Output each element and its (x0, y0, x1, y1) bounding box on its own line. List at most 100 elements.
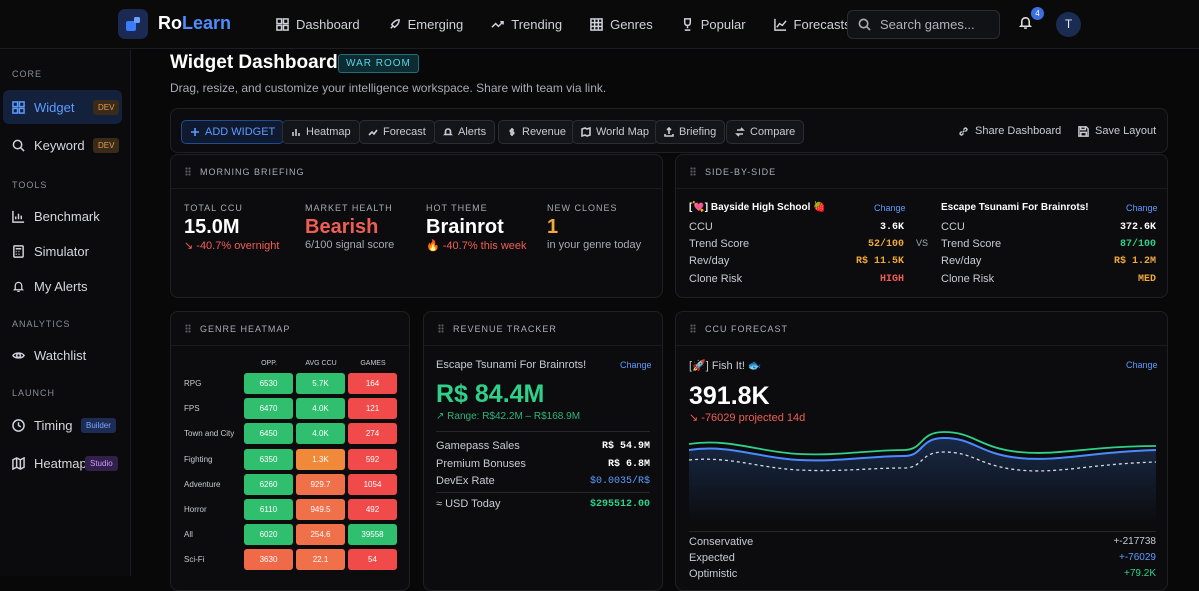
sidebar-item-label: Widget (34, 99, 75, 115)
right-trend-label: Trend Score (941, 238, 1002, 250)
right-risk-label: Clone Risk (941, 273, 995, 285)
right-rev-value: R$ 1.2M (1113, 256, 1156, 267)
add-revenue-button[interactable]: Revenue (498, 120, 576, 144)
heatmap-cell-games[interactable]: 121 (348, 398, 397, 420)
add-forecast-button[interactable]: Forecast (359, 120, 435, 144)
heatmap-cell-ccu[interactable]: 1.3K (296, 448, 345, 470)
drag-handle-icon[interactable] (185, 324, 191, 333)
sidebar-item-watchlist[interactable]: Watchlist (3, 338, 122, 372)
heatmap-cell-games[interactable]: 592 (348, 448, 397, 470)
left-trend-label: Trend Score (689, 238, 750, 250)
ccu-forecast-widget[interactable]: CCU FORECAST [🚀] Fish It! 🐟 Change 391.8… (675, 311, 1168, 591)
heatmap-genre-label: All (184, 530, 193, 540)
revenue-tracker-widget[interactable]: REVENUE TRACKER Escape Tsunami For Brain… (423, 311, 663, 591)
drag-handle-icon[interactable] (438, 324, 444, 333)
nav-trending[interactable]: Trending (491, 16, 562, 33)
rocket-icon (389, 19, 400, 29)
left-change-link[interactable]: Change (874, 203, 906, 213)
add-alerts-button[interactable]: Alerts (434, 120, 496, 144)
heatmap-genre-label: RPG (184, 379, 202, 388)
right-change-link[interactable]: Change (1126, 203, 1158, 213)
heatmap-cell-games[interactable]: 492 (348, 499, 397, 520)
heatmap-cell-opp[interactable]: 6530 (244, 373, 293, 394)
heatmap-cell-opp[interactable]: 6350 (244, 448, 293, 470)
drag-handle-icon[interactable] (185, 167, 191, 176)
search-input[interactable] (880, 17, 990, 32)
add-widget-button[interactable]: ADD WIDGET (181, 120, 285, 144)
forecast-change-link[interactable]: Change (1126, 360, 1158, 370)
save-layout-button[interactable]: Save Layout (1078, 125, 1156, 137)
heatmap-cell-ccu[interactable]: 4.0K (296, 423, 345, 445)
search-box[interactable] (847, 10, 1000, 39)
heatmap-cell-opp[interactable]: 6450 (244, 423, 293, 445)
heatmap-cell-ccu[interactable]: 5.7K (296, 373, 345, 394)
heatmap-cell-ccu[interactable]: 4.0K (296, 398, 345, 420)
map-icon (12, 456, 25, 470)
optimistic-line (689, 431, 1156, 456)
table-icon (590, 18, 603, 31)
hot-theme-change: 🔥 -40.7% this week (426, 240, 527, 252)
sidebar-item-my-alerts[interactable]: My Alerts (3, 269, 122, 303)
sidebar-item-benchmark[interactable]: Benchmark (3, 199, 122, 233)
left-trend-value: 52/100 (867, 239, 904, 250)
heatmap-cell-opp[interactable]: 6020 (244, 524, 293, 546)
sidebar-item-heatmap[interactable]: Heatmap Studio (3, 446, 122, 480)
add-world-map-button[interactable]: World Map (572, 120, 658, 144)
sidebar-item-widget[interactable]: Widget DEV (3, 90, 122, 124)
heatmap-cell-games[interactable]: 1054 (348, 473, 397, 495)
new-clones-value: 1 (547, 216, 559, 238)
forecast-chart (689, 431, 1156, 522)
nav-dashboard[interactable]: Dashboard (276, 16, 360, 33)
morning-briefing-widget[interactable]: MORNING BRIEFING TOTAL CCU 15.0M ↘ -40.7… (170, 154, 663, 298)
nav-emerging[interactable]: Emerging (388, 16, 463, 33)
add-compare-button[interactable]: Compare (726, 120, 805, 144)
market-health-label: MARKET HEALTH (305, 203, 393, 213)
calculator-icon (13, 244, 24, 258)
trending-icon (368, 129, 378, 136)
heatmap-cell-opp[interactable]: 3630 (244, 549, 293, 571)
sidebar-item-keyword[interactable]: Keyword DEV (3, 128, 122, 162)
brand-name[interactable]: RoLearn (158, 13, 232, 33)
share-dashboard-button[interactable]: Share Dashboard (958, 125, 1061, 137)
heatmap-cell-ccu[interactable]: 929.7 (296, 473, 345, 495)
heatmap-genre-label: Adventure (184, 479, 221, 489)
left-rev-value: R$ 11.5K (855, 256, 904, 267)
logo-icon[interactable] (118, 9, 148, 39)
market-health-score: 6/100 signal score (305, 239, 395, 251)
side-by-side-widget[interactable]: SIDE-BY-SIDE [💘] Bayside High School 🍓 C… (675, 154, 1168, 298)
scenario-label: Optimistic (689, 568, 738, 580)
heatmap-cell-games[interactable]: 54 (348, 549, 397, 571)
nav-forecasts[interactable]: Forecasts (773, 16, 851, 33)
new-clones-sub: in your genre today (547, 239, 642, 251)
add-briefing-button[interactable]: Briefing (655, 120, 726, 144)
genre-heatmap-widget[interactable]: GENRE HEATMAP OPP. AVG CCU GAMES RPG 6530… (170, 311, 410, 591)
total-ccu-value: 15.0M (184, 216, 240, 238)
drag-handle-icon[interactable] (690, 324, 696, 333)
col-header-avg-ccu: AVG CCU (305, 360, 337, 367)
revenue-row-value: $0.0035/R$ (589, 476, 650, 487)
avatar[interactable]: T (1056, 12, 1081, 37)
heatmap-cell-ccu[interactable]: 949.5 (296, 499, 345, 520)
sidebar-item-simulator[interactable]: Simulator (3, 234, 122, 268)
heatmap-cell-opp[interactable]: 6470 (244, 398, 293, 420)
main-nav: Dashboard Emerging Trending Genres Popul… (276, 16, 879, 33)
heatmap-cell-games[interactable]: 39558 (348, 524, 397, 546)
heatmap-cell-ccu[interactable]: 22.1 (296, 549, 345, 571)
revenue-change-link[interactable]: Change (620, 360, 652, 370)
heatmap-cell-opp[interactable]: 6260 (244, 473, 293, 495)
drag-handle-icon[interactable] (690, 167, 696, 176)
expected-line (689, 436, 1156, 462)
notifications-button[interactable] (1018, 15, 1036, 33)
nav-popular[interactable]: Popular (681, 16, 746, 33)
heatmap-cell-games[interactable]: 274 (348, 423, 397, 445)
sidebar-item-label: Timing (34, 417, 73, 433)
nav-genres[interactable]: Genres (590, 16, 653, 33)
heatmap-cell-ccu[interactable]: 254.6 (296, 524, 345, 546)
section-launch: LAUNCH (12, 388, 56, 398)
add-heatmap-button[interactable]: Heatmap (282, 120, 360, 144)
heatmap-cell-games[interactable]: 164 (348, 373, 397, 394)
war-room-badge: WAR ROOM (338, 54, 419, 73)
sidebar-item-timing[interactable]: Timing Builder (3, 408, 122, 442)
heatmap-cell-opp[interactable]: 6110 (244, 499, 293, 520)
heatmap-genre-label: Fighting (184, 454, 213, 464)
